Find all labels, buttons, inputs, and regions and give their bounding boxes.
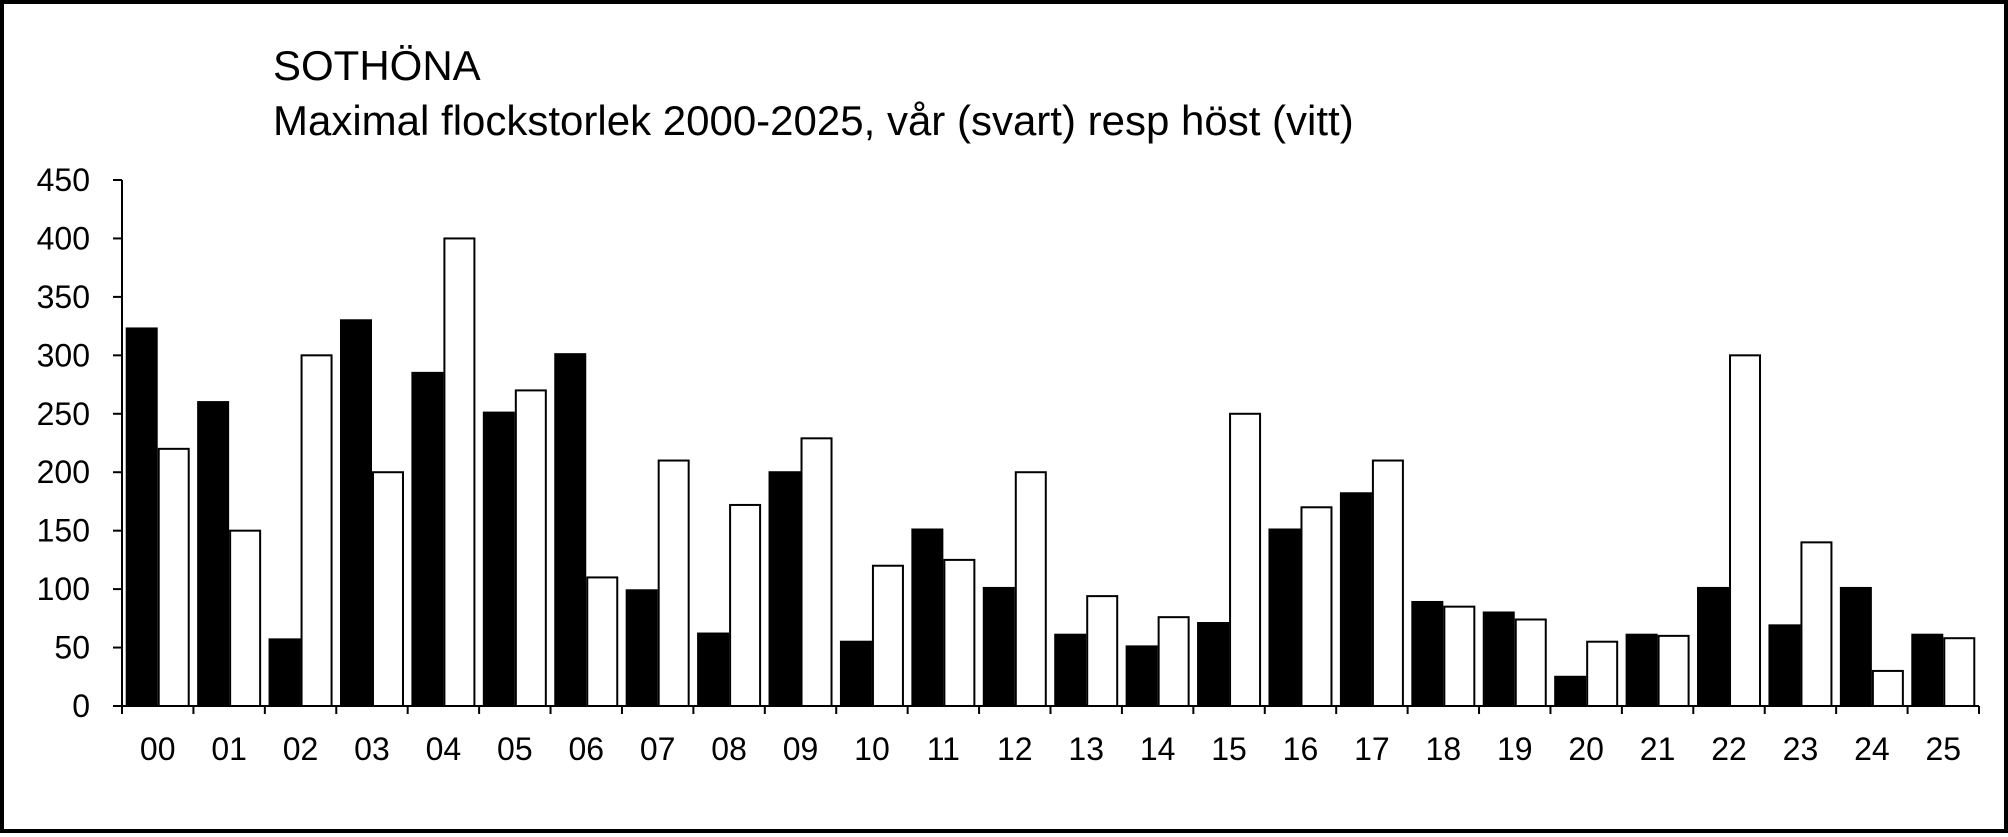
bar-autumn [514, 389, 547, 707]
bar-spring [982, 586, 1015, 707]
bar-spring [625, 589, 658, 708]
x-tick-label: 12 [997, 731, 1033, 767]
bar-spring [339, 319, 372, 707]
bar-spring [768, 471, 801, 707]
x-tick-label: 20 [1568, 731, 1604, 767]
bar-spring [1268, 528, 1301, 708]
bar-spring [1839, 586, 1872, 707]
x-tick-label: 11 [927, 731, 960, 767]
y-tick-label: 100 [37, 571, 90, 607]
bar-autumn [1800, 541, 1833, 707]
x-tick-label: 05 [497, 731, 533, 767]
bar-spring [125, 327, 158, 707]
bar-spring [1554, 675, 1587, 707]
bar-spring [268, 638, 301, 708]
bar-autumn [1729, 354, 1762, 707]
bar-autumn [1657, 634, 1690, 707]
bar-autumn [1300, 506, 1333, 707]
bar-chart: 0 50 100 150 200 250 300 350 400 450 00 01 02 03 04 05 0… [37, 162, 1980, 767]
bar-autumn [443, 237, 476, 707]
x-tick-label: 22 [1711, 731, 1747, 767]
y-tick-label: 300 [37, 337, 90, 373]
x-tick-label: 19 [1497, 731, 1533, 767]
x-tick-label: 09 [783, 731, 819, 767]
bar-autumn [586, 576, 619, 708]
x-tick-label: 08 [711, 731, 747, 767]
y-tick-label: 250 [37, 396, 90, 432]
bar-autumn [157, 447, 190, 707]
bar-autumn [1871, 669, 1904, 708]
x-tick-label: 06 [568, 731, 604, 767]
y-tick-label: 400 [37, 220, 90, 256]
bar-autumn [729, 503, 762, 707]
bar-autumn [229, 529, 262, 708]
bar-autumn [1586, 640, 1619, 708]
y-tick-label: 350 [37, 279, 90, 315]
x-tick-label: 16 [1283, 731, 1319, 767]
bar-autumn [1371, 459, 1404, 707]
x-tick-label: 03 [354, 731, 390, 767]
bar-spring [1125, 645, 1158, 707]
y-tick-label: 200 [37, 454, 90, 490]
bar-spring [1054, 633, 1087, 707]
x-tick-label: 00 [140, 731, 176, 767]
chart-subtitle: Maximal flockstorlek 2000-2025, vår (sva… [273, 97, 1354, 144]
bar-autumn [871, 564, 904, 707]
bar-autumn [1514, 618, 1547, 707]
bar-autumn [371, 471, 404, 707]
x-tick-label: 10 [854, 731, 890, 767]
y-tick-label: 0 [72, 688, 90, 724]
x-tick-label: 02 [283, 731, 319, 767]
bar-autumn [1943, 637, 1976, 708]
x-tick-label: 14 [1140, 731, 1176, 767]
bar-autumn [943, 558, 976, 708]
bar-autumn [1229, 412, 1262, 707]
x-tick-label: 25 [1925, 731, 1961, 767]
bar-spring [1482, 611, 1515, 707]
bar-spring [1911, 633, 1944, 707]
x-tick-label: 23 [1783, 731, 1819, 767]
bar-autumn [800, 437, 833, 707]
x-tick-label: 24 [1854, 731, 1890, 767]
x-tick-label: 04 [426, 731, 462, 767]
x-tick-label: 21 [1640, 731, 1676, 767]
y-tick-label: 150 [37, 513, 90, 549]
bar-autumn [1443, 605, 1476, 708]
bar-spring [482, 411, 515, 707]
bar-spring [1339, 492, 1372, 707]
bar-spring [1697, 586, 1730, 707]
bar-spring [1197, 622, 1230, 708]
bar-autumn [657, 459, 690, 707]
bar-spring [411, 371, 444, 707]
bar-spring [839, 640, 872, 708]
bar-spring [697, 632, 730, 707]
bar-autumn [1157, 616, 1190, 707]
x-tick-label: 07 [640, 731, 676, 767]
bar-spring [197, 401, 230, 707]
bar-autumn [1014, 471, 1047, 707]
x-tick-label: 18 [1426, 731, 1462, 767]
y-tick-label: 50 [54, 630, 90, 666]
bar-autumn [300, 354, 333, 707]
bar-autumn [1086, 595, 1119, 708]
bar-spring [1411, 600, 1444, 707]
bar-spring [911, 528, 944, 708]
bar-spring [1768, 624, 1801, 708]
x-tick-label: 17 [1354, 731, 1390, 767]
bar-spring [554, 353, 587, 707]
x-tick-label: 13 [1068, 731, 1104, 767]
chart-title: SOTHÖNA [273, 42, 481, 89]
bar-spring [1625, 633, 1658, 707]
y-tick-label: 450 [37, 162, 90, 198]
x-tick-label: 15 [1211, 731, 1247, 767]
x-tick-label: 01 [211, 731, 247, 767]
